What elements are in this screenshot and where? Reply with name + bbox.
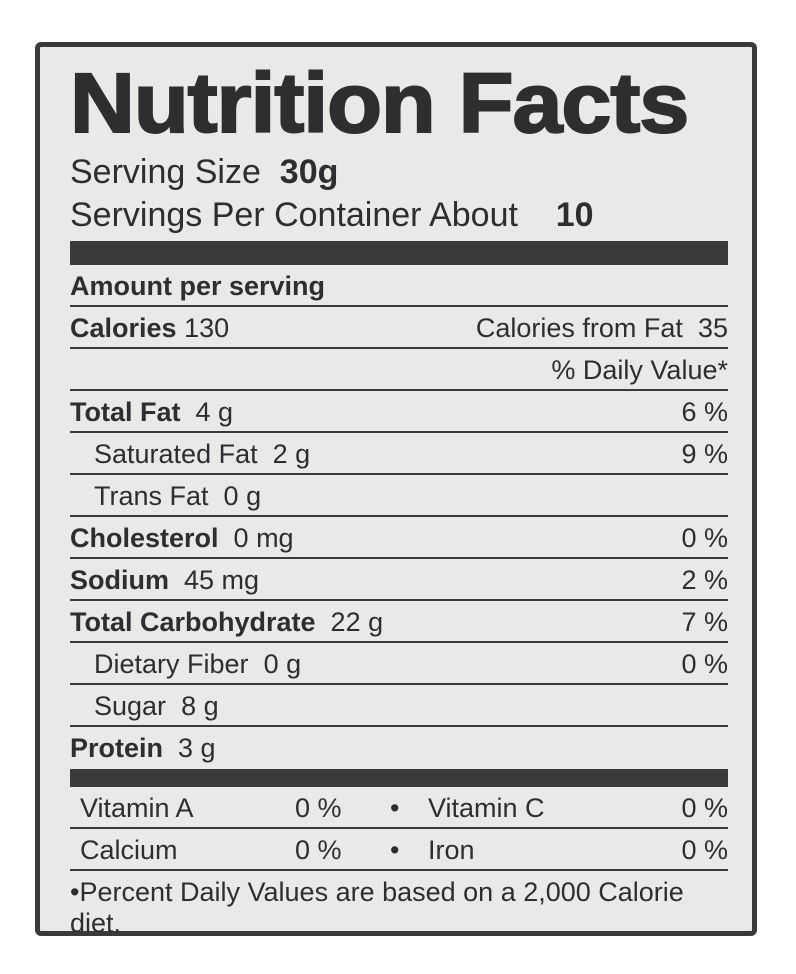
calories-fat-label: Calories from Fat — [475, 313, 683, 343]
vitamin-dv-2: 0 % — [681, 793, 728, 823]
calories-label: Calories — [70, 313, 177, 343]
vitamin-name-2: Vitamin C — [428, 793, 545, 823]
bullet: • — [390, 793, 400, 823]
serving-size-label: Serving Size — [70, 153, 261, 191]
nutrient-name: Dietary Fiber — [94, 649, 249, 679]
nutrient-amount: 0 mg — [233, 523, 294, 553]
calories-row: Calories 130 Calories from Fat 35 — [70, 307, 728, 349]
nutrient-name: Total Fat — [70, 397, 181, 427]
nutrient-name: Sodium — [70, 565, 169, 595]
nutrient-name: Saturated Fat — [94, 439, 258, 469]
vitamin-dv-2: 0 % — [681, 835, 728, 865]
nutrient-dv: 6 % — [681, 397, 728, 427]
vitamin-name: Vitamin A — [80, 793, 194, 823]
thick-divider — [70, 241, 728, 265]
serving-size-value: 30g — [279, 153, 339, 191]
nutrient-row: Trans Fat 0 g — [70, 475, 728, 517]
nutrient-row: Sodium 45 mg 2 % — [70, 559, 728, 601]
nutrient-amount: 22 g — [330, 607, 384, 637]
vitamin-name-2: Iron — [428, 835, 475, 865]
nutrient-row: Total Carbohydrate 22 g 7 % — [70, 601, 728, 643]
nutrient-row: Dietary Fiber 0 g 0 % — [70, 643, 728, 685]
nutrient-row: Cholesterol 0 mg 0 % — [70, 517, 728, 559]
serving-size: Serving Size 30g — [70, 151, 728, 194]
vitamin-dv: 0 % — [295, 835, 342, 865]
nutrient-amount: 0 g — [263, 649, 302, 679]
nutrient-amount: 0 g — [223, 481, 262, 511]
nutrient-name: Total Carbohydrate — [70, 607, 316, 637]
calories-value: 130 — [184, 313, 230, 343]
nutrient-dv: 2 % — [681, 565, 728, 595]
nutrient-amount: 8 g — [181, 691, 219, 721]
nutrient-dv: 0 % — [681, 649, 728, 679]
amount-per-serving: Amount per serving — [70, 265, 728, 307]
vitamin-name: Calcium — [80, 835, 178, 865]
nutrient-row: Total Fat 4 g 6 % — [70, 391, 728, 433]
footnote: •Percent Daily Values are based on a 2,0… — [70, 877, 684, 938]
nutrient-name: Trans Fat — [94, 481, 209, 511]
nutrient-amount: 45 mg — [184, 565, 260, 595]
nutrient-name: Cholesterol — [70, 523, 219, 553]
calories-fat-value: 35 — [697, 313, 728, 343]
nutrient-amount: 3 g — [178, 733, 216, 763]
servings-per-container: Servings Per Container About 10 — [70, 194, 728, 237]
title: Nutrition Facts — [69, 55, 690, 151]
daily-value-header: % Daily Value* — [70, 349, 728, 391]
nutrient-amount: 2 g — [272, 439, 311, 469]
servings-label: Servings Per Container About — [70, 196, 518, 234]
nutrient-row: Saturated Fat 2 g 9 % — [70, 433, 728, 475]
bullet: • — [390, 835, 400, 865]
nutrient-dv: 9 % — [681, 439, 728, 469]
daily-value-header-text: % Daily Value* — [551, 355, 728, 385]
nutrient-row: Sugar 8 g — [70, 685, 728, 727]
vitamin-dv: 0 % — [295, 793, 342, 823]
nutrient-dv: 0 % — [681, 523, 728, 553]
servings-value: 10 — [555, 196, 594, 234]
nutrition-label: Nutrition Facts Serving Size 30g Serving… — [35, 42, 757, 938]
nutrient-amount: 4 g — [195, 397, 234, 427]
nutrient-name: Protein — [70, 733, 164, 763]
amount-per-serving-label: Amount per serving — [70, 271, 326, 301]
thick-divider — [70, 769, 728, 787]
nutrient-name: Sugar — [94, 691, 167, 721]
nutrient-row: Protein 3 g — [70, 727, 728, 767]
vitamin-row: Vitamin A 0 % • Vitamin C 0 % — [70, 787, 728, 829]
vitamin-row: Calcium 0 % • Iron 0 % — [70, 829, 728, 871]
nutrient-dv: 7 % — [681, 607, 728, 637]
